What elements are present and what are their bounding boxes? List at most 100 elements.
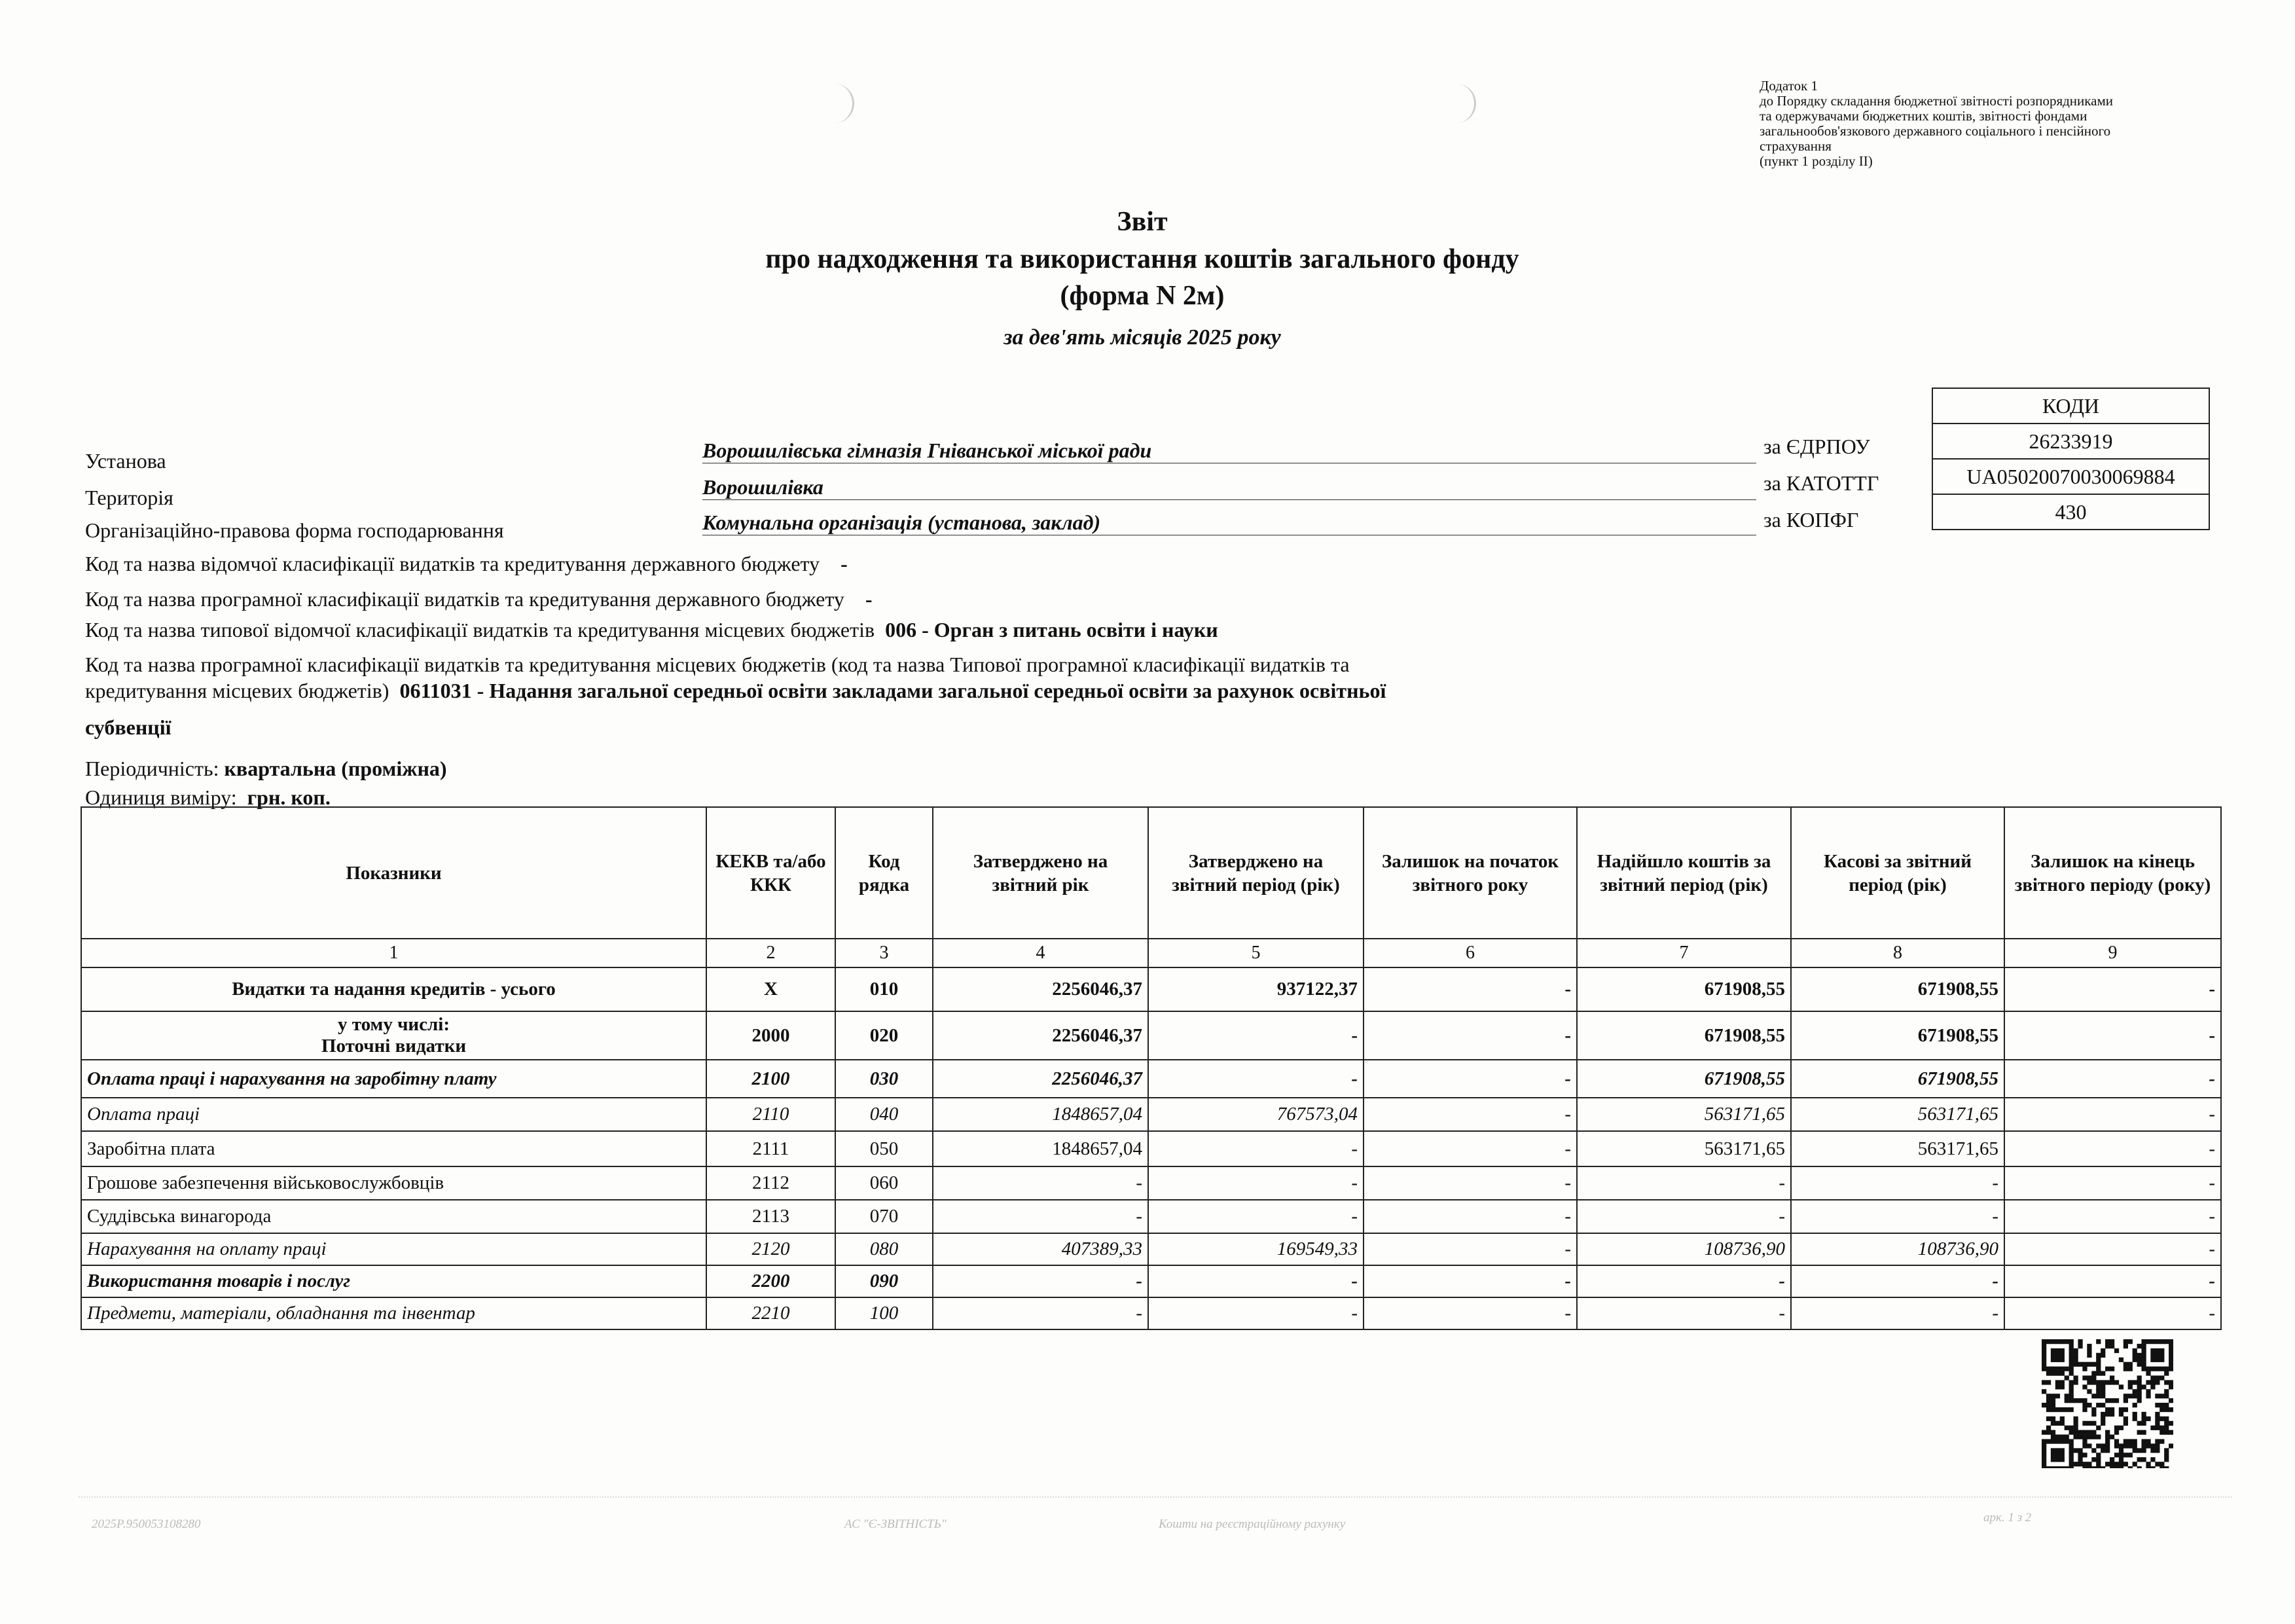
table-row: Грошове забезпечення військовослужбовців… [81, 1166, 2222, 1200]
row-balance-start: - [1363, 1265, 1578, 1298]
qr-module [2137, 1430, 2142, 1435]
row-received: 108736,90 [1576, 1233, 1792, 1266]
row-code: 050 [835, 1130, 933, 1167]
qr-module [2137, 1384, 2142, 1390]
qr-module [2078, 1398, 2083, 1403]
qr-module [2105, 1462, 2110, 1467]
qr-module [2046, 1416, 2051, 1422]
qr-module [2069, 1425, 2074, 1430]
row-approved-period: 937122,37 [1148, 967, 1364, 1012]
state-dept-classification-value: - [840, 552, 848, 575]
qr-module [2078, 1430, 2083, 1435]
qr-module [2059, 1439, 2065, 1444]
qr-module [2105, 1398, 2110, 1403]
qr-module [2091, 1457, 2097, 1462]
qr-module [2055, 1357, 2061, 1362]
qr-module [2137, 1457, 2142, 1462]
row-balance-start: - [1363, 1233, 1578, 1266]
qr-module [2169, 1380, 2173, 1385]
qr-module [2123, 1462, 2128, 1467]
qr-module [2132, 1348, 2137, 1354]
qr-module [2069, 1343, 2074, 1349]
qr-module [2164, 1394, 2169, 1399]
qr-module [2114, 1439, 2120, 1444]
qr-module [2050, 1348, 2056, 1354]
qr-module [2109, 1380, 2115, 1385]
qr-module [2069, 1384, 2074, 1390]
codes-box: КОДИ 26233919 UA05020070030069884 430 [1932, 388, 2210, 530]
row-balance-end: - [2004, 1265, 2222, 1298]
addendum-line: загальнообов'язкового державного соціаль… [1760, 123, 2111, 139]
qr-module [2069, 1407, 2074, 1413]
qr-module [2091, 1380, 2097, 1385]
qr-module [2078, 1362, 2083, 1367]
row-approved-year: - [932, 1297, 1149, 1330]
qr-module [2082, 1366, 2087, 1371]
qr-module [2101, 1371, 2106, 1376]
row-cash-expenses: - [1790, 1265, 2005, 1298]
qr-module [2096, 1462, 2101, 1467]
qr-module [2109, 1462, 2115, 1467]
row-balance-start: - [1363, 1199, 1578, 1234]
qr-module [2096, 1394, 2101, 1399]
qr-module [2042, 1439, 2047, 1444]
addendum-line: Додаток 1 [1760, 78, 1818, 94]
row-balance-end: - [2004, 1166, 2222, 1200]
qr-module [2155, 1357, 2160, 1362]
qr-module [2132, 1357, 2137, 1362]
row-kekv: 2200 [706, 1265, 836, 1298]
qr-module [2069, 1339, 2074, 1344]
qr-module [2150, 1352, 2156, 1358]
qr-module [2114, 1430, 2120, 1435]
qr-module [2096, 1384, 2101, 1390]
col-header: Код рядка [835, 806, 933, 939]
row-balance-end: - [2004, 1097, 2222, 1132]
qr-module [2073, 1357, 2078, 1362]
qr-module [2118, 1425, 2124, 1430]
qr-module [2109, 1398, 2115, 1403]
qr-module [2087, 1362, 2092, 1367]
qr-module [2082, 1439, 2087, 1444]
qr-module [2159, 1430, 2165, 1435]
qr-module [2064, 1366, 2069, 1371]
qr-module [2069, 1357, 2074, 1362]
qr-module [2050, 1352, 2056, 1358]
qr-module [2096, 1466, 2101, 1468]
row-received: 563171,65 [1576, 1130, 1792, 1167]
qr-module [2146, 1443, 2151, 1449]
qr-module [2123, 1443, 2128, 1449]
qr-module [2042, 1453, 2047, 1458]
qr-module [2064, 1425, 2069, 1430]
qr-module [2159, 1407, 2165, 1413]
qr-module [2109, 1343, 2115, 1349]
table-row: Суддівська винагорода 2113 070- - - - - - [81, 1199, 2222, 1234]
unit-of-measure: Одиниця виміру: грн. коп. [85, 785, 331, 810]
qr-module [2096, 1457, 2101, 1462]
qr-module [2146, 1462, 2151, 1467]
qr-module [2046, 1439, 2051, 1444]
row-kekv: 2111 [706, 1130, 836, 1167]
qr-module [2087, 1403, 2092, 1408]
qr-module [2150, 1380, 2156, 1385]
row-code: 080 [835, 1233, 933, 1266]
qr-module [2127, 1339, 2133, 1344]
qr-module [2096, 1362, 2101, 1367]
qr-module [2087, 1380, 2092, 1385]
row-received: 671908,55 [1576, 1011, 1792, 1060]
qr-module [2059, 1352, 2065, 1358]
qr-module [2132, 1411, 2137, 1417]
table-row: Заробітна плата 2111 050 1848657,04- -563171… [81, 1130, 2222, 1167]
qr-module [2146, 1380, 2151, 1385]
qr-module [2050, 1439, 2056, 1444]
report-title-line2: про надходження та використання коштів з… [765, 244, 1519, 274]
row-cash-expenses: - [1790, 1199, 2005, 1234]
qr-module [2082, 1420, 2087, 1426]
qr-module [2091, 1420, 2097, 1426]
row-approved-period: 767573,04 [1148, 1097, 1364, 1132]
qr-module [2069, 1439, 2074, 1444]
qr-module [2059, 1371, 2065, 1376]
row-kekv: 2210 [706, 1297, 836, 1330]
row-approved-year: - [932, 1166, 1149, 1200]
qr-module [2055, 1371, 2061, 1376]
col-header: Затверджено на звітний період (рік) [1148, 806, 1364, 939]
